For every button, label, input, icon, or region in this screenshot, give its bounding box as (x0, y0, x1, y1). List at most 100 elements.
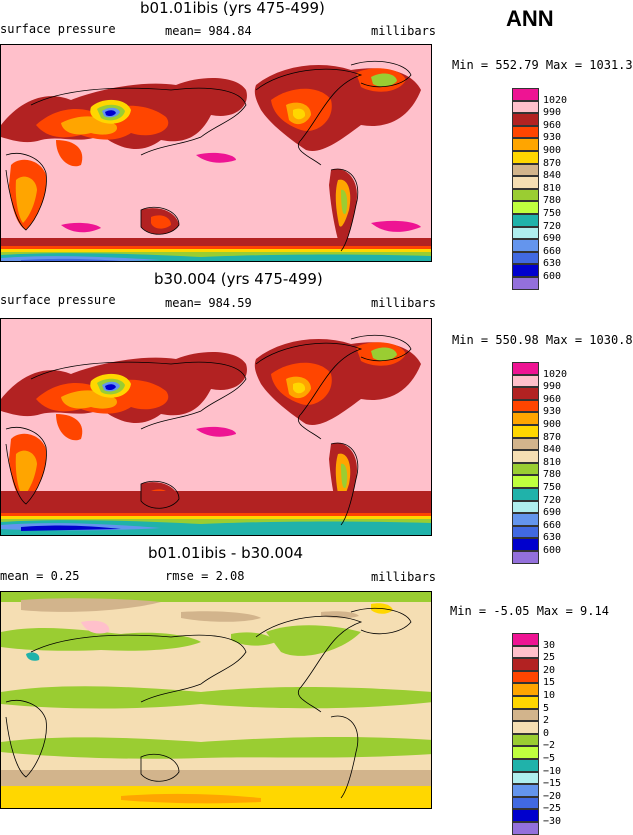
legend-level-label: 960 (543, 119, 562, 131)
legend-swatch (512, 809, 539, 822)
legend-level-label: −30 (543, 816, 562, 827)
legend-swatch (512, 113, 539, 126)
legend-level-label: 780 (543, 469, 562, 481)
panel2-units-label: millibars (371, 296, 437, 310)
legend-swatch (512, 188, 539, 202)
panel2-minmax-label: Min = 550.98 Max = 1030.88 (452, 333, 633, 347)
legend-swatch (512, 387, 539, 400)
legend-swatch (512, 488, 539, 501)
panel1-legend: 1020 990 960 930 900 870 840 810 780 750 720 690 660… (512, 88, 592, 290)
panel3-contour-plot (1, 592, 431, 808)
legend-swatch (512, 683, 539, 696)
legend-swatch (512, 100, 539, 114)
legend-level-label: 1020 (543, 368, 568, 380)
legend-level-label: 630 (543, 258, 562, 270)
legend-swatch (512, 374, 539, 388)
legend-level-label: 630 (543, 532, 562, 544)
legend-swatch (512, 163, 539, 177)
panel2-map (0, 318, 432, 536)
legend-level-label: 930 (543, 406, 562, 418)
panel3-legend: 30 25 20 15 10 5 2 0 −2 −5 −10 −15 −20 −25 −30 (512, 633, 592, 835)
legend-swatch (512, 425, 539, 438)
legend-level-label: −2 (543, 740, 556, 752)
legend-swatch (512, 538, 539, 551)
legend-level-label: 1020 (543, 94, 568, 106)
panel1-units-label: millibars (371, 24, 437, 38)
legend-level-label: 900 (543, 419, 562, 430)
legend-swatch (512, 437, 539, 451)
panel1-variable-label: surface pressure (0, 22, 116, 36)
legend-swatch (512, 733, 539, 747)
legend-level-label: 960 (543, 393, 562, 405)
legend-swatch (512, 450, 539, 463)
legend-swatch (512, 771, 539, 785)
legend-level-label: 2 (543, 715, 550, 727)
legend-level-label: 750 (543, 208, 562, 219)
legend-swatch (512, 475, 539, 488)
legend-swatch (512, 239, 539, 252)
legend-level-label: −10 (543, 765, 562, 777)
legend-swatch (512, 525, 539, 539)
legend-swatch (512, 500, 539, 514)
legend-swatch (512, 551, 539, 564)
legend-level-label: 600 (543, 545, 562, 556)
panel2-legend: 1020 990 960 930 900 870 840 810 780 750 720 690 660… (512, 362, 592, 564)
legend-swatch (512, 796, 539, 810)
legend-level-label: 870 (543, 431, 562, 443)
legend-swatch (512, 399, 539, 413)
legend-swatch (512, 746, 539, 759)
legend-level-label: −15 (543, 778, 562, 790)
legend-level-label: 660 (543, 519, 562, 531)
legend-level-label: −25 (543, 803, 562, 815)
legend-level-label: 10 (543, 690, 556, 701)
panel3-mean-label: mean = 0.25 (0, 569, 80, 583)
panel2-variable-label: surface pressure (0, 293, 116, 307)
legend-level-label: 840 (543, 444, 562, 456)
legend-swatch (512, 125, 539, 139)
legend-level-label: 720 (543, 494, 562, 506)
panel3-title: b01.01ibis - b30.004 (148, 544, 304, 562)
panel2-contour-plot (1, 319, 431, 535)
legend-swatch (512, 721, 539, 734)
legend-level-label: 750 (543, 482, 562, 493)
legend-swatch (512, 251, 539, 265)
legend-level-label: 720 (543, 220, 562, 232)
legend-level-label: 990 (543, 107, 562, 119)
legend-level-label: 840 (543, 170, 562, 182)
legend-level-label: 30 (543, 639, 556, 651)
panel1-contour-plot (1, 45, 431, 261)
panel1-minmax-label: Min = 552.79 Max = 1031.33 (452, 58, 633, 72)
legend-level-label: 780 (543, 195, 562, 207)
legend-swatch (512, 88, 539, 101)
legend-swatch (512, 138, 539, 151)
legend-swatch (512, 670, 539, 684)
legend-level-label: 600 (543, 271, 562, 282)
legend-swatch (512, 462, 539, 476)
legend-swatch (512, 759, 539, 772)
legend-swatch (512, 658, 539, 671)
panel1-map (0, 44, 432, 262)
legend-swatch (512, 645, 539, 659)
legend-level-label: 5 (543, 702, 550, 714)
panel2-mean-label: mean= 984.59 (165, 296, 252, 310)
legend-level-label: 0 (543, 727, 550, 739)
legend-swatch (512, 412, 539, 425)
panel3-rmse-label: rmse = 2.08 (165, 569, 245, 583)
legend-swatch (512, 784, 539, 797)
season-label: ANN (506, 6, 554, 31)
legend-swatch (512, 362, 539, 375)
panel2-title: b30.004 (yrs 475-499) (154, 270, 323, 288)
legend-swatch (512, 696, 539, 709)
legend-level-label: 20 (543, 664, 556, 676)
legend-level-label: 900 (543, 145, 562, 156)
legend-swatch (512, 214, 539, 227)
panel1-title: b01.01ibis (yrs 475-499) (140, 0, 325, 17)
legend-level-label: −20 (543, 790, 562, 802)
legend-level-label: 810 (543, 456, 562, 468)
legend-swatch (512, 176, 539, 189)
legend-swatch (512, 513, 539, 526)
legend-level-label: 25 (543, 652, 556, 664)
legend-swatch (512, 151, 539, 164)
legend-level-label: 690 (543, 233, 562, 245)
legend-swatch (512, 264, 539, 277)
